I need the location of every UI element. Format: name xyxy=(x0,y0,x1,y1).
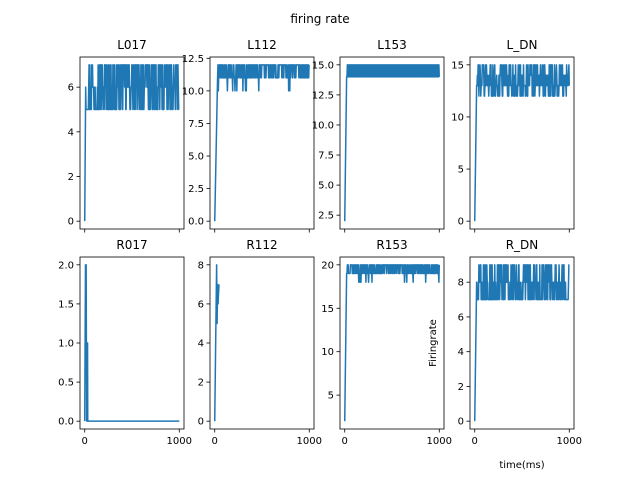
x-tick-label: 0 xyxy=(212,436,218,447)
y-tick-label: 6 xyxy=(198,299,204,310)
subplot-title: R112 xyxy=(246,238,277,252)
y-tick-label: 1.0 xyxy=(58,339,74,350)
y-tick-label: 10.0 xyxy=(312,120,334,131)
subplot-title: R153 xyxy=(376,238,407,252)
firing-rate-line xyxy=(213,264,220,422)
subplot-title: L153 xyxy=(377,38,407,52)
y-tick-label: 4 xyxy=(68,127,74,138)
y-tick-label: 10.0 xyxy=(182,86,204,97)
y-tick-label: 12.5 xyxy=(182,54,204,65)
x-tick-label: 0 xyxy=(342,436,348,447)
plot-frame xyxy=(469,56,575,230)
plot-frame xyxy=(209,256,315,430)
plot-frame xyxy=(339,56,445,230)
x-tick-label: 0 xyxy=(82,436,88,447)
x-tick-label: 1000 xyxy=(167,436,192,447)
y-tick-label: 0.0 xyxy=(58,417,74,428)
y-tick-label: 5.0 xyxy=(188,152,204,163)
firing-rate-line xyxy=(213,64,310,222)
x-tick-label: 1000 xyxy=(557,436,582,447)
y-tick-label: 5 xyxy=(328,391,334,402)
y-tick-label: 15 xyxy=(321,304,334,315)
x-axis-label: time(ms) xyxy=(499,460,544,471)
y-tick-label: 6 xyxy=(458,312,464,323)
y-tick-label: 2.0 xyxy=(58,260,74,271)
y-tick-label: 6 xyxy=(68,83,74,94)
y-tick-label: 15 xyxy=(451,60,464,71)
y-tick-label: 4 xyxy=(458,347,464,358)
subplot-title: L017 xyxy=(117,38,147,52)
y-tick-label: 2 xyxy=(68,172,74,183)
y-tick-label: 0 xyxy=(68,217,74,228)
y-tick-label: 0 xyxy=(198,417,204,428)
y-tick-label: 0.0 xyxy=(188,217,204,228)
plot-frame xyxy=(339,256,445,430)
y-tick-label: 2 xyxy=(198,378,204,389)
y-tick-label: 2.5 xyxy=(318,211,334,222)
subplot-l017: L017 0 2 4 6 xyxy=(68,38,185,233)
subplot-r017: R017 0.0 0.5 1.0 1.5 2.0 0 1000 xyxy=(58,238,192,447)
subplot-l153: L153 2.5 5.0 7.5 10.0 12.5 15.0 xyxy=(312,38,445,233)
subplot-title: R017 xyxy=(116,238,147,252)
y-tick-label: 10 xyxy=(321,347,334,358)
plot-frame xyxy=(209,56,315,230)
subplot-l112: L112 0.0 2.5 5.0 7.5 10.0 12.5 xyxy=(182,38,315,233)
plot-frame xyxy=(79,56,185,230)
x-tick-label: 1000 xyxy=(297,436,322,447)
y-tick-label: 4 xyxy=(198,339,204,350)
firing-rate-line xyxy=(83,264,180,422)
y-tick-label: 0.5 xyxy=(58,378,74,389)
subplot-r112: R112 0 2 4 6 8 0 1000 xyxy=(198,238,322,447)
y-tick-label: 12.5 xyxy=(312,90,334,101)
y-tick-label: 2 xyxy=(458,382,464,393)
y-tick-label: 0 xyxy=(458,417,464,428)
y-tick-label: 8 xyxy=(458,278,464,289)
x-tick-label: 1000 xyxy=(427,436,452,447)
firing-rate-line xyxy=(343,264,441,422)
y-tick-label: 10 xyxy=(451,112,464,123)
x-tick-label: 0 xyxy=(472,436,478,447)
subplot-grid: L017 0 2 4 6 L112 0.0 2.5 5.0 7.5 10.0 12.5 L153 2.5 5… xyxy=(58,38,582,471)
y-tick-label: 5 xyxy=(458,165,464,176)
subplot-r153: R153 5 10 15 20 0 1000 xyxy=(321,238,452,447)
y-tick-label: 5.0 xyxy=(318,181,334,192)
firing-rate-line xyxy=(473,64,571,222)
firing-rate-line xyxy=(83,64,180,222)
plot-frame xyxy=(79,256,185,430)
firing-rate-line xyxy=(343,64,441,222)
y-tick-label: 7.5 xyxy=(318,151,334,162)
plot-frame xyxy=(469,256,575,430)
y-tick-label: 8 xyxy=(198,260,204,271)
subplot-title: R_DN xyxy=(506,238,539,252)
y-tick-label: 0 xyxy=(458,217,464,228)
firing-rate-line xyxy=(473,264,570,422)
subplot-l-dn: L_DN 0 5 10 15 xyxy=(451,38,575,233)
y-tick-label: 2.5 xyxy=(188,184,204,195)
figure-title: firing rate xyxy=(290,12,349,26)
y-tick-label: 20 xyxy=(321,260,334,271)
y-tick-label: 7.5 xyxy=(188,119,204,130)
y-axis-label: Firingrate xyxy=(428,319,439,367)
subplot-title: L112 xyxy=(247,38,277,52)
y-tick-label: 1.5 xyxy=(58,299,74,310)
subplot-title: L_DN xyxy=(507,38,538,52)
subplot-r-dn: R_DN 0 2 4 6 8 0 1000 time(ms) Firingrate xyxy=(428,238,582,471)
y-tick-label: 15.0 xyxy=(312,60,334,71)
